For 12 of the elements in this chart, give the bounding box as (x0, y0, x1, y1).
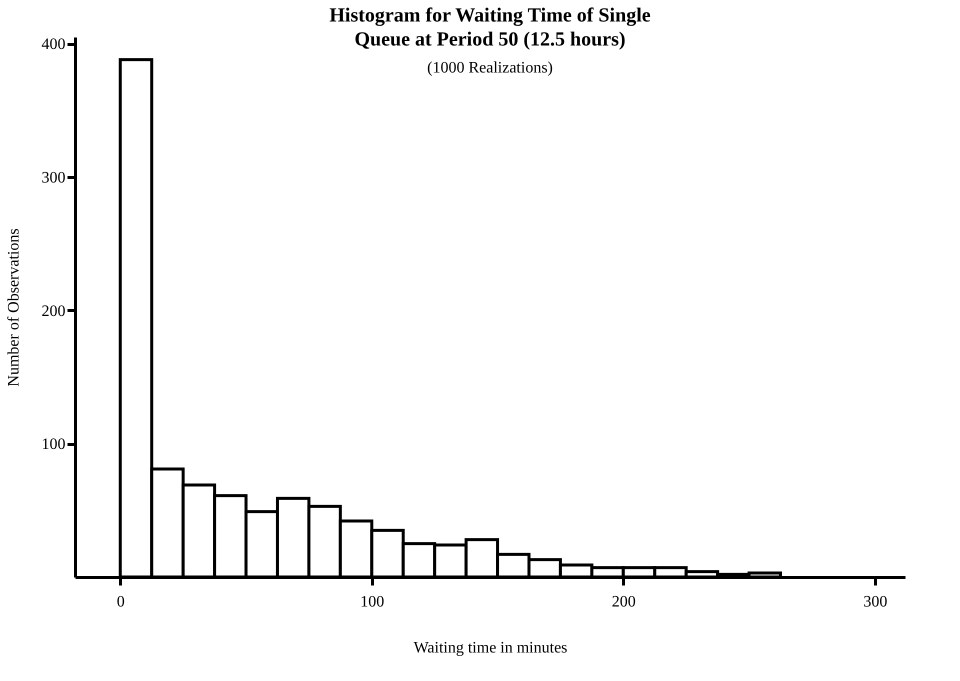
y-tick-label: 400 (42, 36, 66, 54)
x-axis-title: Waiting time in minutes (414, 640, 568, 656)
x-tick-label: 300 (863, 594, 888, 610)
x-tick-label: 200 (612, 594, 636, 610)
text: (1000 Realizations) (427, 60, 553, 77)
chart-title: Histogram for Waiting Time of Single Queue at Period 50 (12.5 hours) (329, 4, 651, 51)
x-tick-label: 100 (360, 594, 384, 610)
y-tick-label: 200 (42, 302, 66, 320)
y-tick-label: 100 (42, 436, 66, 454)
y-axis-title: Number of Observations (6, 228, 22, 387)
x-tick-label: 0 (116, 594, 125, 610)
y-tick-label: 300 (42, 170, 66, 186)
